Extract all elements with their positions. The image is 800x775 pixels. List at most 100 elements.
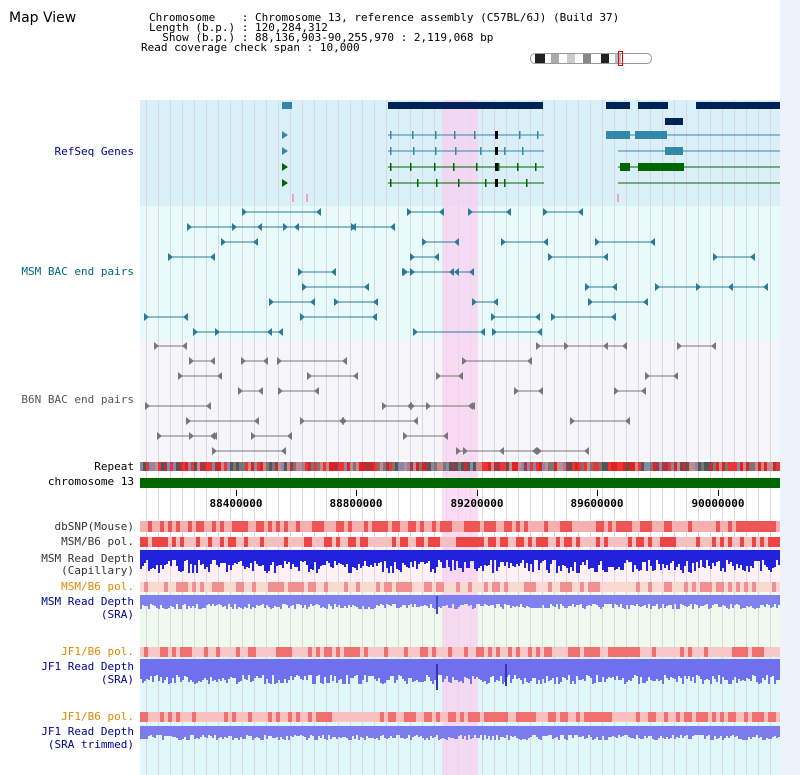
heat-cell	[624, 582, 628, 592]
label-b6n-bac[interactable]: B6N BAC end pairs	[21, 393, 134, 406]
heat-cell	[284, 712, 288, 722]
repeat-seg	[749, 462, 752, 471]
depth-bar	[164, 659, 166, 680]
repeat-seg	[596, 462, 599, 471]
heat-cell	[764, 537, 768, 547]
depth-bar	[668, 550, 670, 570]
repeat-seg	[677, 462, 680, 471]
label-msm-bac[interactable]: MSM BAC end pairs	[21, 265, 134, 278]
heat-cell	[176, 521, 180, 532]
exon	[485, 179, 487, 187]
depth-bar	[300, 726, 302, 735]
depth-bar	[234, 595, 236, 604]
depth-bar	[370, 595, 372, 609]
heat-cell	[588, 521, 592, 532]
depth-bar	[378, 659, 380, 678]
depth-bar	[658, 595, 660, 609]
heat-cell	[220, 537, 224, 547]
depth-bar	[674, 595, 676, 604]
exon	[453, 163, 455, 171]
heat-cell	[524, 537, 528, 547]
depth-bar	[442, 726, 444, 738]
depth-bar	[258, 595, 260, 606]
label-msm-depth-capillary-1[interactable]: MSM Read Depth	[41, 552, 134, 565]
repeat-seg	[590, 462, 593, 471]
heat-cell	[548, 537, 552, 547]
heat-cell	[236, 712, 240, 722]
label-jf1-pol-2[interactable]: JF1/B6 pol.	[61, 710, 134, 723]
depth-bar	[244, 595, 246, 607]
depth-bar	[198, 659, 200, 681]
label-msm-depth-sra-1[interactable]: MSM Read Depth	[41, 595, 134, 608]
genome-map-area[interactable]: 88400000 88800000 89200000 89600000 90000000	[140, 0, 780, 775]
depth-bar	[352, 659, 354, 678]
label-msm-b6-pol-2[interactable]: MSM/B6 pol.	[61, 580, 134, 593]
depth-bar	[374, 726, 376, 739]
heat-cell	[348, 647, 352, 657]
repeat-seg	[638, 462, 641, 471]
heat-cell	[172, 647, 176, 657]
repeat-seg	[242, 462, 245, 471]
depth-bar	[726, 595, 728, 608]
depth-bar	[444, 659, 446, 679]
msm-bac-pair-end	[403, 268, 408, 276]
depth-bar	[230, 659, 232, 677]
label-repeat[interactable]: Repeat	[94, 460, 134, 473]
heat-cell	[184, 582, 188, 592]
label-jf1-trimmed-1[interactable]: JF1 Read Depth	[41, 725, 134, 738]
depth-bar	[506, 550, 508, 562]
heat-cell	[528, 537, 532, 547]
label-dbsnp[interactable]: dbSNP(Mouse)	[54, 520, 134, 533]
depth-bar	[608, 726, 610, 737]
heat-cell	[692, 582, 696, 592]
depth-bar	[282, 659, 284, 683]
heat-cell	[516, 647, 520, 657]
label-jf1-depth-1[interactable]: JF1 Read Depth	[41, 660, 134, 673]
heat-cell	[652, 537, 656, 547]
repeat-seg	[356, 462, 359, 471]
depth-bar	[746, 595, 748, 606]
depth-bar	[432, 550, 434, 569]
b6n-bac-pair-end	[470, 402, 475, 410]
heat-cell	[412, 647, 416, 657]
heat-cell	[712, 537, 716, 547]
heat-cell	[672, 537, 676, 547]
b6n-bac-pair-end	[625, 417, 630, 425]
depth-bar	[588, 659, 590, 676]
depth-bar	[194, 726, 196, 739]
depth-bar	[464, 659, 466, 677]
heat-cell	[252, 712, 256, 722]
depth-bar	[476, 550, 478, 571]
msm-bac-pair-end	[713, 253, 718, 261]
b6n-bac-pair-end	[314, 387, 319, 395]
label-msm-b6-pol-1[interactable]: MSM/B6 pol.	[61, 535, 134, 548]
label-refseq-genes[interactable]: RefSeq Genes	[54, 145, 134, 158]
heat-cell	[208, 647, 212, 657]
depth-bar	[528, 659, 530, 683]
label-jf1-pol-1[interactable]: JF1/B6 pol.	[61, 645, 134, 658]
heat-cell	[384, 582, 388, 592]
chromosome-ideogram[interactable]	[530, 53, 652, 64]
depth-bar	[642, 726, 644, 739]
heat-cell	[364, 537, 368, 547]
b6n-bac-pair-end	[456, 447, 461, 455]
depth-bar	[238, 595, 240, 607]
depth-bar	[520, 550, 522, 563]
depth-bar	[696, 595, 698, 605]
depth-bar	[574, 595, 576, 607]
depth-bar	[534, 726, 536, 735]
depth-bar	[616, 595, 618, 605]
depth-bar	[682, 550, 684, 573]
depth-bar	[678, 550, 680, 564]
heat-cell	[540, 582, 544, 592]
selection-highlight[interactable]	[442, 0, 478, 775]
depth-bar	[262, 595, 264, 604]
heat-cell	[712, 582, 716, 592]
repeat-seg	[146, 462, 149, 471]
heat-cell	[704, 537, 708, 547]
depth-bar	[656, 726, 658, 740]
depth-bar	[146, 726, 148, 739]
depth-bar	[368, 550, 370, 567]
heat-cell	[656, 582, 660, 592]
depth-bar	[192, 659, 194, 682]
